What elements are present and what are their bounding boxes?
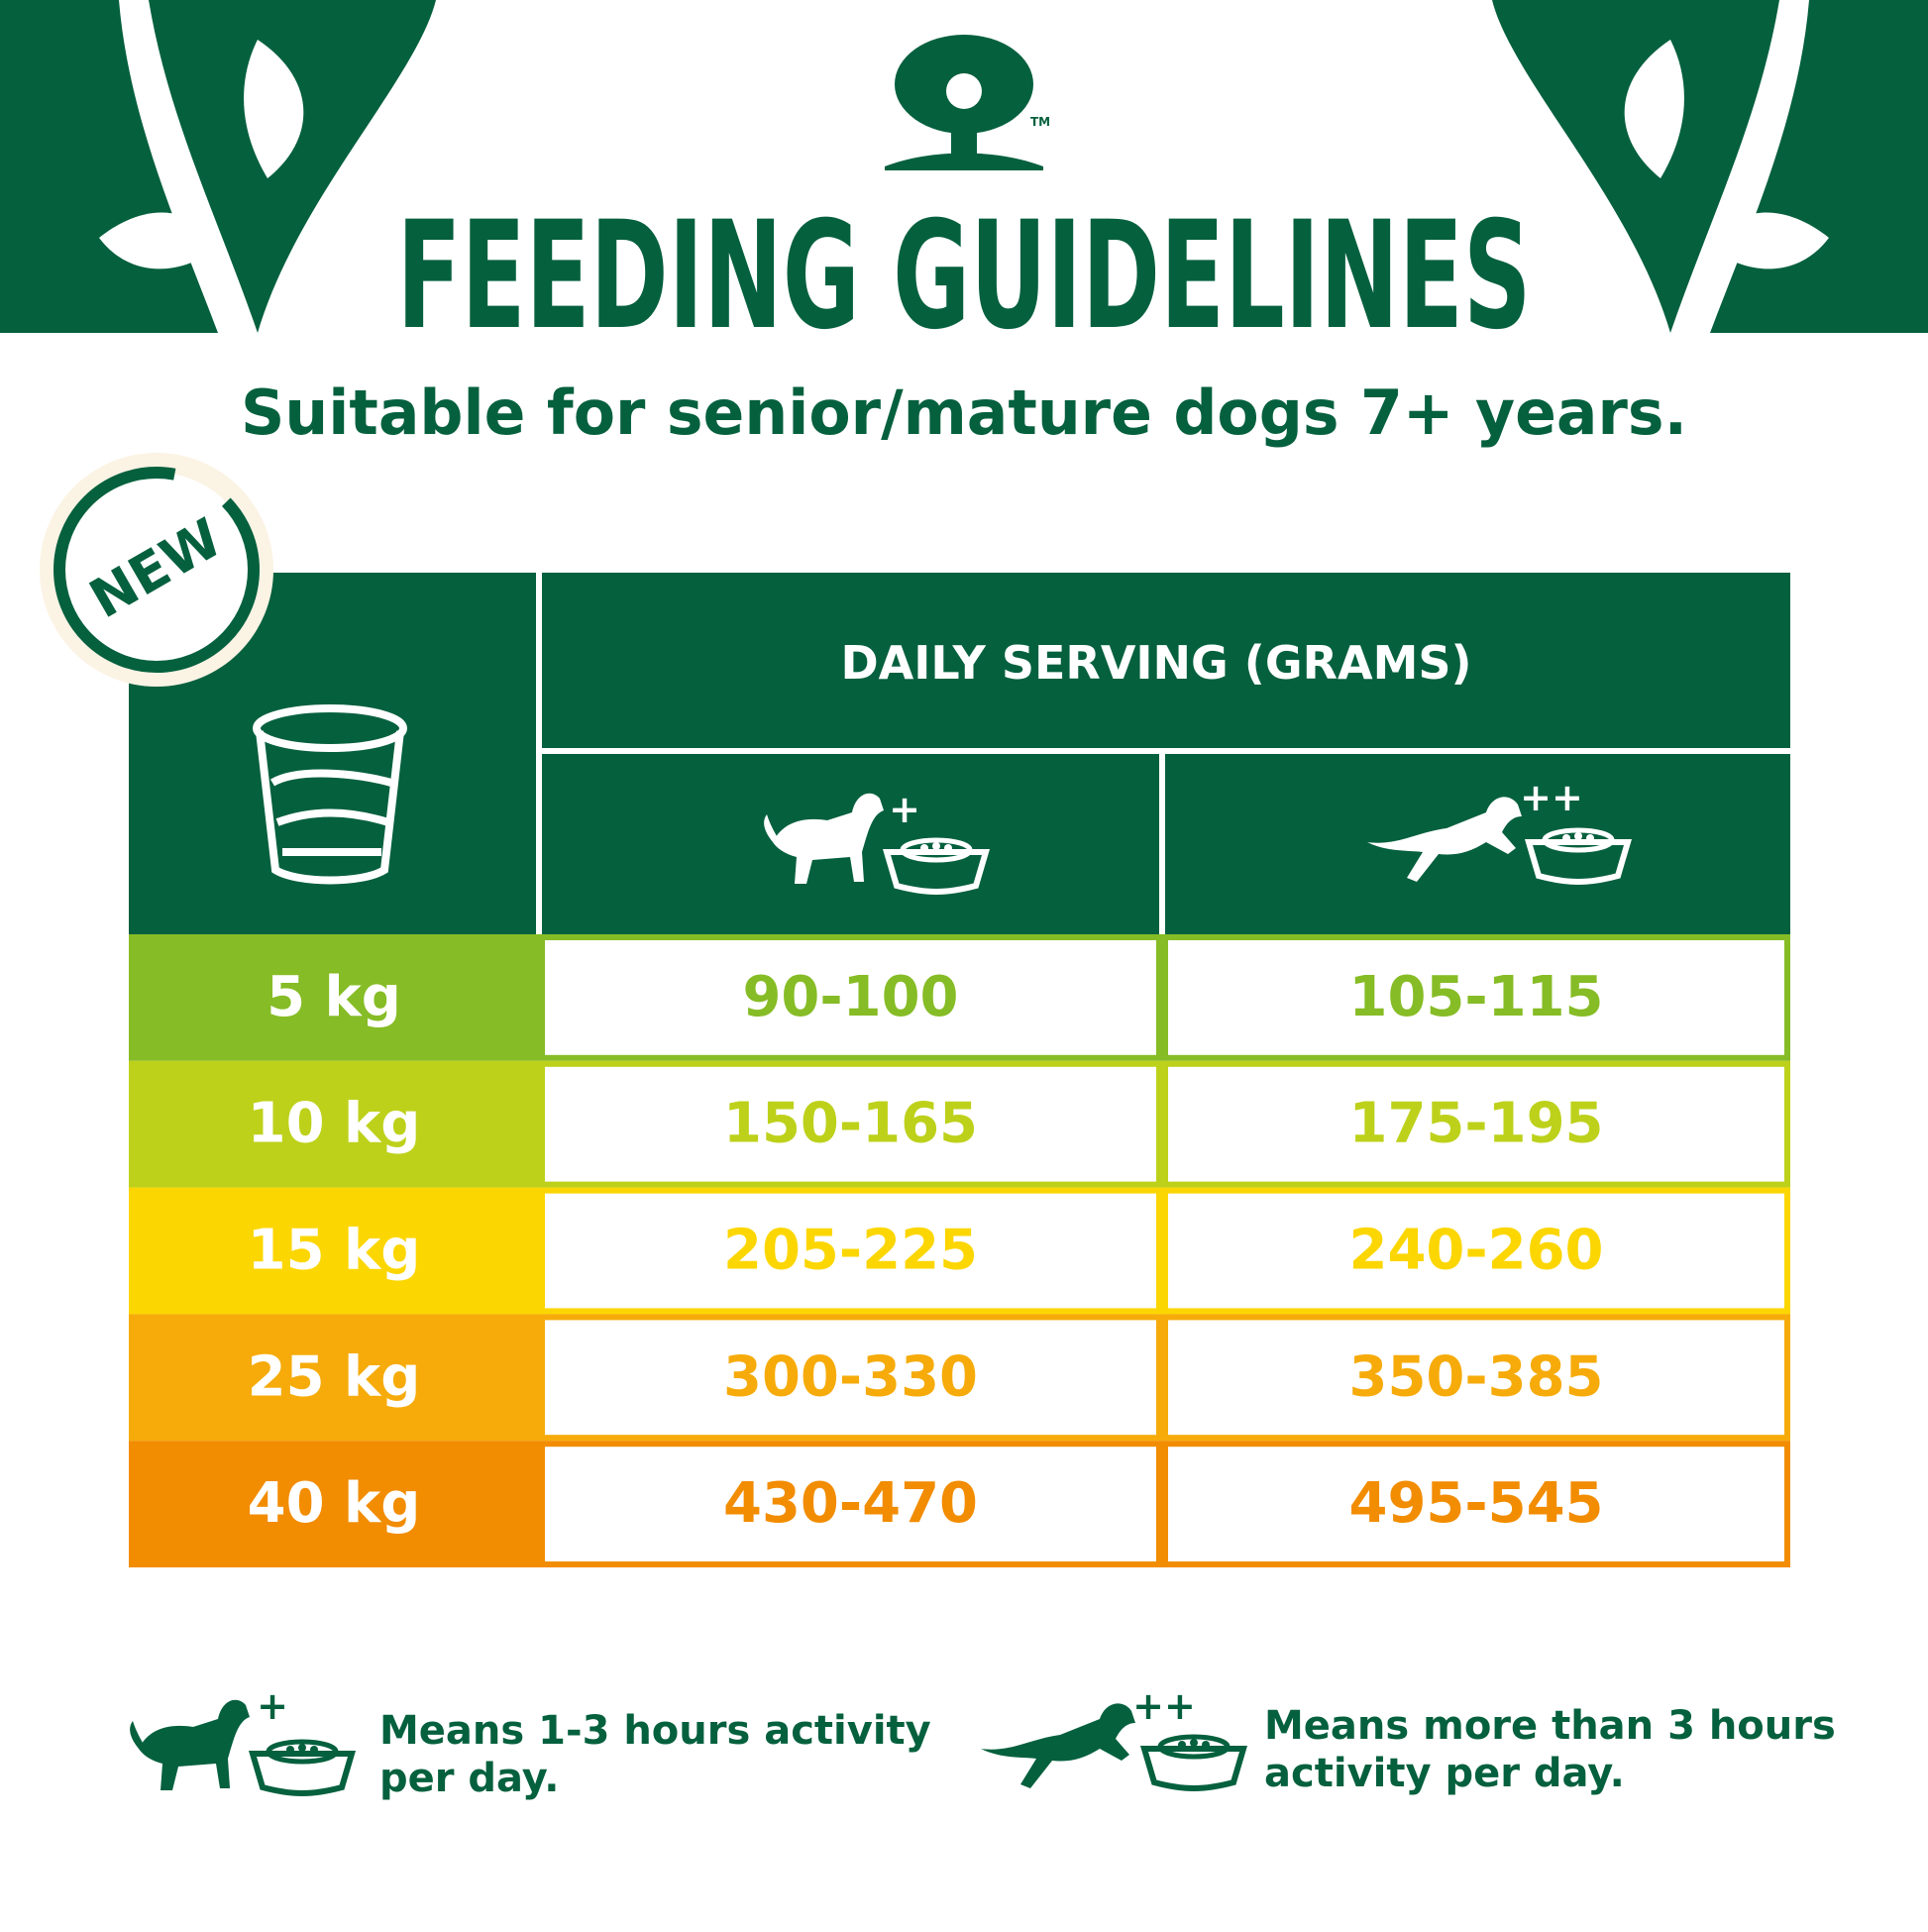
leaf [1670, 0, 1809, 333]
leaf [1710, 212, 1829, 269]
leaf [1624, 40, 1684, 178]
leaf [244, 40, 304, 178]
serving-value: 105-115 [1348, 965, 1603, 1029]
serving-cell [539, 1314, 1162, 1442]
legend-text: Means 1-3 hours activity [379, 1708, 931, 1754]
weight-cell [129, 1314, 539, 1442]
cup-icon [253, 704, 407, 885]
weight-cell [129, 1441, 539, 1567]
weight-cell [129, 934, 539, 1061]
corner-left [0, 0, 436, 333]
serving-cell [539, 934, 1162, 1061]
serving-value: 240-260 [1348, 1219, 1603, 1283]
serving-cell [539, 1187, 1162, 1315]
logo: TM [885, 35, 1050, 170]
serving-cell [539, 1441, 1162, 1567]
serving-cell [1162, 1314, 1790, 1442]
serving-value: 150-165 [723, 1092, 978, 1156]
serving-cell [539, 1060, 1162, 1188]
weight-label: 15 kg [248, 1219, 421, 1283]
serving-value: 350-385 [1348, 1344, 1603, 1409]
weight-label: 40 kg [248, 1471, 421, 1536]
corner-right [1492, 0, 1928, 333]
legend-icon [981, 1703, 1243, 1788]
activity-symbol: + [889, 788, 920, 831]
weight-label: 5 kg [267, 965, 401, 1029]
leaf [119, 0, 258, 333]
serving-cell [1162, 1060, 1790, 1188]
trademark: TM [1030, 115, 1050, 129]
serving-cell [1162, 1187, 1790, 1315]
legend-symbol: ++ [1132, 1684, 1196, 1728]
serving-value: 90-100 [742, 965, 958, 1029]
serving-value: 300-330 [723, 1344, 978, 1409]
table-header-label: DAILY SERVING (GRAMS) [840, 636, 1471, 690]
weight-cell [129, 1060, 539, 1188]
serving-cell [1162, 934, 1790, 1061]
weight-cell [129, 1187, 539, 1315]
serving-value: 205-225 [723, 1219, 978, 1283]
legend-symbol: + [257, 1684, 288, 1728]
leaf [99, 212, 218, 269]
title: FEEDING GUIDELINES [397, 190, 1532, 363]
legend-text: per day. [379, 1756, 559, 1801]
serving-value: 430-470 [723, 1471, 978, 1536]
serving-cell [1162, 1441, 1790, 1567]
activity-symbol: ++ [1520, 776, 1583, 819]
weight-label: 10 kg [248, 1092, 421, 1156]
subtitle: Suitable for senior/mature dogs 7+ years… [241, 376, 1687, 449]
new-badge: NEW [40, 453, 273, 687]
legend-text: Means more than 3 hours [1264, 1703, 1836, 1749]
legend-text: activity per day. [1264, 1751, 1625, 1796]
table-body: 5 kg 90-100 105-115 10 kg 150-165 175-195 15 k… [129, 934, 1790, 1567]
serving-value: 175-195 [1348, 1092, 1603, 1156]
weight-label: 25 kg [248, 1344, 421, 1409]
serving-value: 495-545 [1348, 1471, 1603, 1536]
legend-icon [130, 1699, 352, 1793]
